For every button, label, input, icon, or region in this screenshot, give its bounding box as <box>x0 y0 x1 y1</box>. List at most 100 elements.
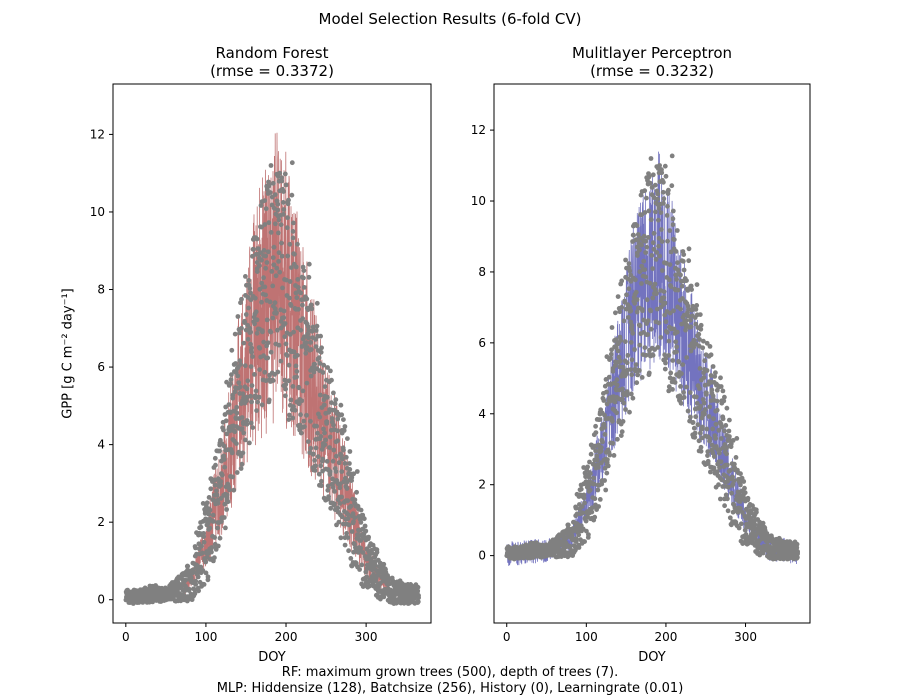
observed-point <box>675 267 681 273</box>
observed-point <box>342 461 348 466</box>
observed-point <box>263 265 268 271</box>
observed-point <box>218 479 224 484</box>
observed-point <box>252 321 257 327</box>
observed-point <box>283 393 288 399</box>
observed-point <box>193 545 198 551</box>
y-tick-label: 12 <box>90 127 105 141</box>
observed-point <box>724 462 730 468</box>
observed-point <box>241 340 247 346</box>
observed-point <box>716 427 722 433</box>
observed-point <box>663 173 669 179</box>
observed-point <box>320 370 326 375</box>
observed-point <box>718 375 723 381</box>
observed-point <box>666 353 672 358</box>
observed-point <box>300 302 305 308</box>
observed-point <box>655 345 661 350</box>
observed-point <box>322 442 328 447</box>
observed-point <box>576 532 582 538</box>
observed-point <box>271 262 277 268</box>
observed-point <box>257 345 263 351</box>
observed-point <box>698 326 704 332</box>
observed-point <box>369 550 375 556</box>
observed-point <box>283 341 289 347</box>
observed-point <box>660 268 665 273</box>
observed-point <box>250 354 256 359</box>
observed-point <box>693 307 699 312</box>
y-tick-label: 6 <box>478 336 486 350</box>
observed-point <box>650 172 656 178</box>
observed-point <box>201 539 207 545</box>
observed-point <box>206 495 212 500</box>
observed-point <box>286 197 291 203</box>
observed-point <box>656 320 662 326</box>
observed-point <box>596 465 601 470</box>
observed-point <box>563 535 569 541</box>
observed-point <box>318 434 324 439</box>
observed-point <box>295 352 300 358</box>
observed-point <box>732 461 737 467</box>
observed-point <box>239 325 244 331</box>
observed-point <box>252 295 258 301</box>
observed-point <box>243 274 248 279</box>
observed-point <box>267 299 273 305</box>
x-tick-label: 0 <box>503 630 511 644</box>
observed-point <box>279 175 284 181</box>
observed-point <box>312 458 317 463</box>
observed-point <box>592 514 598 520</box>
observed-point <box>608 351 614 357</box>
observed-point <box>632 347 637 352</box>
observed-point <box>627 409 632 415</box>
observed-point <box>262 284 268 290</box>
observed-point <box>698 444 704 450</box>
y-tick-label: 2 <box>97 515 105 529</box>
observed-point <box>666 384 672 390</box>
observed-point <box>684 278 689 283</box>
observed-point <box>604 401 610 407</box>
observed-point <box>221 457 227 462</box>
observed-point <box>689 307 695 313</box>
observed-point <box>630 395 636 401</box>
observed-point <box>342 475 348 481</box>
observed-point <box>649 253 655 258</box>
observed-point <box>340 445 346 451</box>
observed-point <box>291 349 297 355</box>
observed-point <box>341 417 346 422</box>
observed-point <box>381 594 387 600</box>
observed-point <box>731 478 737 483</box>
observed-point <box>350 511 356 517</box>
observed-point <box>328 368 333 374</box>
observed-point <box>281 189 286 194</box>
observed-point <box>666 338 672 344</box>
observed-point <box>275 327 280 333</box>
observed-point <box>621 392 626 398</box>
observed-point <box>294 295 300 301</box>
observed-point <box>617 358 623 364</box>
observed-point <box>679 283 685 289</box>
observed-point <box>183 577 189 583</box>
observed-point <box>284 277 289 283</box>
observed-point <box>694 303 700 308</box>
observed-point <box>248 420 254 426</box>
observed-point <box>696 331 702 337</box>
observed-point <box>730 474 735 480</box>
observed-point <box>704 368 710 373</box>
observed-point <box>234 441 239 446</box>
observed-point <box>228 381 233 387</box>
observed-point <box>242 363 248 369</box>
observed-point <box>229 347 235 353</box>
observed-point <box>716 482 721 488</box>
observed-point <box>702 411 707 417</box>
observed-point <box>657 163 662 168</box>
observed-point <box>588 451 594 457</box>
observed-point <box>335 416 341 422</box>
observed-point <box>685 313 691 319</box>
observed-point <box>728 467 733 473</box>
observed-point <box>198 524 204 530</box>
observed-point <box>678 400 684 406</box>
observed-point <box>305 439 311 444</box>
observed-point <box>322 430 327 436</box>
observed-point <box>288 265 294 270</box>
observed-point <box>681 390 686 395</box>
observed-point <box>642 188 648 194</box>
observed-point <box>657 253 663 259</box>
